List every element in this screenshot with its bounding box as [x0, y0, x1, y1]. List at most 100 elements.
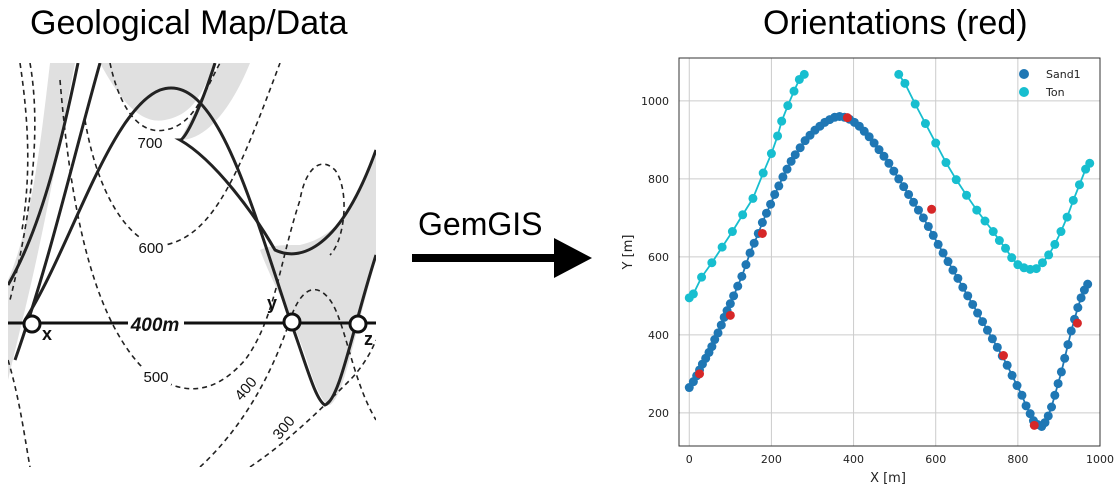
- orientation-point: [842, 113, 852, 123]
- data-point-ton: [1068, 195, 1078, 205]
- data-point-ton: [1062, 212, 1072, 222]
- series-layer: [684, 69, 1095, 432]
- data-point-ton: [900, 78, 910, 88]
- data-point-sand1: [1047, 402, 1057, 412]
- data-point-sand1: [958, 282, 968, 292]
- data-point-ton: [789, 86, 799, 96]
- data-point-ton: [1037, 258, 1047, 268]
- data-point-ton: [777, 116, 787, 126]
- data-point-sand1: [716, 320, 726, 330]
- y-tick-label: 200: [648, 407, 669, 420]
- data-point-sand1: [889, 166, 899, 176]
- data-point-sand1: [757, 218, 767, 228]
- data-point-sand1: [1073, 303, 1083, 313]
- data-point-sand1: [1002, 360, 1012, 370]
- contour-500: [59, 79, 345, 390]
- data-point-sand1: [795, 143, 805, 153]
- section-label-bg: [128, 313, 184, 335]
- data-point-sand1: [786, 156, 796, 166]
- data-point-ton: [748, 193, 758, 203]
- data-point-ton: [717, 242, 727, 252]
- data-point-ton: [1074, 180, 1084, 190]
- data-point-sand1: [733, 281, 743, 291]
- data-point-sand1: [943, 257, 953, 267]
- data-point-ton: [941, 158, 951, 168]
- orientations-layer: [695, 113, 1082, 430]
- data-point-sand1: [923, 221, 933, 231]
- orientation-point: [998, 351, 1008, 361]
- series-line-ton: [897, 73, 1091, 271]
- data-point-sand1: [982, 325, 992, 335]
- boundary-line-4: [174, 63, 376, 256]
- data-point-sand1: [737, 271, 747, 281]
- data-point-sand1: [1050, 390, 1060, 400]
- x-tick-label: 600: [925, 453, 946, 466]
- data-point-sand1: [973, 308, 983, 318]
- point-label-y: y: [267, 293, 277, 313]
- data-point-ton: [920, 119, 930, 129]
- point-x-marker: [22, 314, 42, 334]
- data-point-ton: [1050, 239, 1060, 249]
- orientation-point: [695, 369, 705, 379]
- boundary-line-1: [8, 63, 80, 286]
- data-point-sand1: [884, 158, 894, 168]
- data-point-sand1: [1056, 367, 1066, 377]
- x-tick-label: 200: [761, 453, 782, 466]
- data-point-sand1: [913, 205, 923, 215]
- x-axis-ticks: 0 200 400 600 800 1000: [686, 453, 1114, 466]
- data-point-ton: [697, 272, 707, 282]
- data-point-sand1: [774, 181, 784, 191]
- data-point-sand1: [978, 317, 988, 327]
- y-axis-label: Y [m]: [621, 235, 636, 271]
- data-point-sand1: [741, 260, 751, 270]
- data-point-ton: [988, 227, 998, 237]
- data-point-sand1: [725, 299, 735, 309]
- data-point-sand1: [1060, 353, 1070, 363]
- arrow-label: GemGIS: [418, 206, 543, 242]
- y-axis-ticks: 200 400 600 800 1000: [641, 95, 669, 420]
- contour-700: [9, 63, 221, 301]
- data-point-ton: [1007, 253, 1017, 263]
- y-tick-label: 1000: [641, 95, 669, 108]
- data-point-ton: [994, 235, 1004, 245]
- chart-panel-title: Orientations (red): [763, 4, 1028, 42]
- data-point-ton: [1044, 250, 1054, 260]
- data-point-sand1: [1017, 390, 1027, 400]
- data-point-ton: [773, 131, 783, 141]
- data-point-sand1: [749, 238, 759, 248]
- label-bg-700: [136, 133, 166, 151]
- data-point-sand1: [1007, 370, 1017, 380]
- data-point-sand1: [894, 174, 904, 184]
- data-point-sand1: [1040, 418, 1050, 428]
- data-point-sand1: [1076, 293, 1086, 303]
- data-point-sand1: [948, 265, 958, 275]
- contour-label-500: 500: [143, 369, 168, 386]
- data-point-sand1: [879, 151, 889, 161]
- data-point-sand1: [713, 328, 723, 338]
- data-point-sand1: [761, 208, 771, 218]
- data-point-sand1: [1012, 381, 1022, 391]
- orientation-point: [1072, 318, 1082, 328]
- data-point-ton: [980, 216, 990, 226]
- outcrop-band-left: [8, 63, 75, 380]
- chart-grid: [679, 58, 1101, 446]
- x-tick-label: 800: [1007, 453, 1028, 466]
- orientation-point: [725, 310, 735, 320]
- contour-600: [19, 63, 281, 247]
- data-point-sand1: [1053, 379, 1063, 389]
- data-point-ton: [1056, 227, 1066, 237]
- data-point-sand1: [745, 248, 755, 258]
- data-point-sand1: [766, 199, 776, 209]
- contour-misc: [8, 359, 31, 467]
- y-tick-label: 800: [648, 173, 669, 186]
- data-point-sand1: [953, 273, 963, 283]
- map-panel-title: Geological Map/Data: [30, 4, 348, 42]
- data-point-ton: [799, 69, 809, 79]
- data-point-ton: [766, 149, 776, 159]
- data-point-ton: [894, 69, 904, 79]
- orientation-point: [1029, 420, 1039, 430]
- data-point-sand1: [778, 172, 788, 182]
- data-point-ton: [738, 210, 748, 220]
- data-point-sand1: [729, 291, 739, 301]
